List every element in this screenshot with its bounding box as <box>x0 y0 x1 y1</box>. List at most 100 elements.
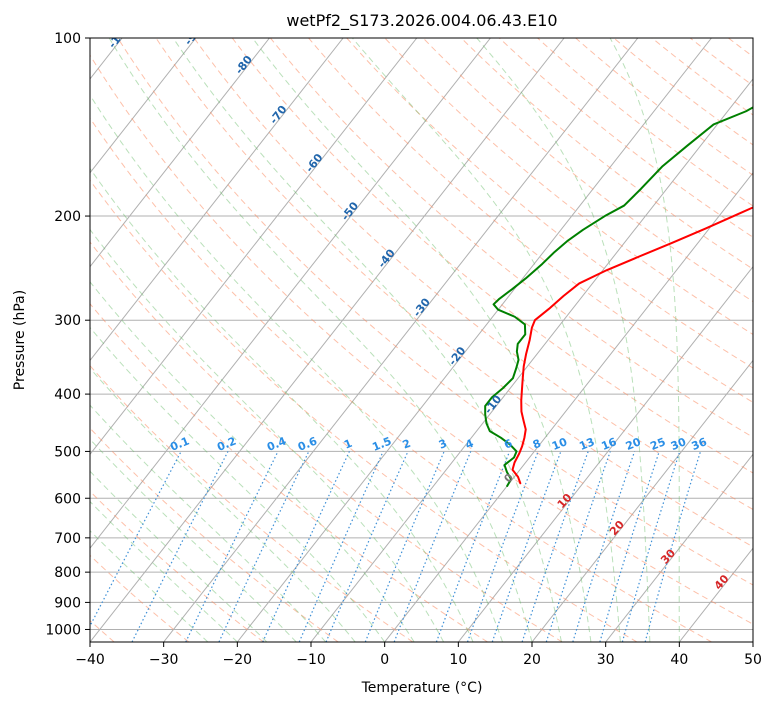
y-tick-label: 800 <box>54 565 81 581</box>
dry-adiabat-line <box>499 38 753 238</box>
moist-adiabat-line <box>90 500 238 642</box>
isotherm-line <box>90 38 197 174</box>
mixing-ratio-label: 10 <box>550 435 569 453</box>
moist-adiabat-line <box>172 38 562 642</box>
dry-adiabat-line <box>90 179 638 642</box>
isotherm-line <box>310 78 753 642</box>
mixing-ratio-line <box>466 451 539 642</box>
y-tick-label: 600 <box>54 491 81 507</box>
chart-title: wetPf2_S173.2026.004.06.43.E10 <box>286 11 557 31</box>
isotherm-label: -50 <box>339 199 362 223</box>
y-axis-title: Pressure (hPa) <box>12 290 28 390</box>
x-tick-label: −10 <box>296 652 326 668</box>
mixing-ratio-line <box>325 451 409 642</box>
x-tick-label: −30 <box>149 652 179 668</box>
isotherm-line <box>384 171 753 642</box>
dry-adiabat-line <box>90 54 753 625</box>
mixing-ratio-label: 3 <box>437 437 449 452</box>
mixing-ratio-line <box>435 451 511 642</box>
isotherm-label: -90 <box>182 24 205 48</box>
plot-area: 0.1 0.2 0.4 0.6 1 1.5 2 3 4 6 8 10 13 16 20 25 30 36-100-… <box>90 21 753 642</box>
y-tick-label: 300 <box>54 313 81 329</box>
dry-adiabat-line <box>117 38 753 586</box>
moist-adiabat-line <box>90 438 297 642</box>
moist-adiabat-line <box>609 38 680 642</box>
dry-adiabat-line <box>270 38 753 438</box>
isotherm-line <box>236 38 712 642</box>
moist-adiabat-line <box>252 38 592 642</box>
isotherm-line <box>605 453 753 642</box>
moist-adiabat-line <box>90 167 474 642</box>
isotherm-line <box>457 265 753 642</box>
x-tick-label: 40 <box>670 652 688 668</box>
pressure-gridlines <box>90 38 753 630</box>
y-tick-label: 1000 <box>45 622 81 638</box>
moist-adiabat-line <box>351 38 621 642</box>
dry-adiabat-line <box>537 38 753 207</box>
moist-adiabat-line <box>90 470 268 642</box>
mixing-ratio-line <box>644 451 702 642</box>
x-tick-label: 10 <box>449 652 467 668</box>
isotherm-label: -100 <box>106 21 133 51</box>
moist-adiabat-line <box>90 281 415 642</box>
moist-adiabat-line <box>90 326 386 642</box>
x-tick-label: 50 <box>744 652 762 668</box>
dewpoint-profile <box>484 106 753 487</box>
mixing-ratio-line <box>621 451 681 642</box>
x-axis-title: Temperature (°C) <box>361 680 483 696</box>
mixing-ratio-line <box>491 451 562 642</box>
y-tick-label: 900 <box>54 595 81 611</box>
dry-adiabat-line <box>90 241 563 642</box>
isotherm-label: -70 <box>267 103 290 127</box>
isotherm-line <box>90 38 270 268</box>
isotherm-line <box>90 38 344 362</box>
mixing-ratio-line <box>545 451 611 642</box>
dry-adiabat-line <box>422 38 753 303</box>
x-tick-label: −20 <box>223 652 253 668</box>
x-tick-label: 0 <box>380 652 389 668</box>
dry-adiabat-label: 20 <box>607 518 627 538</box>
dry-adiabat-label: 40 <box>712 572 732 592</box>
dry-adiabat-line <box>575 38 753 176</box>
x-tick-label: −40 <box>75 652 105 668</box>
mixing-ratio-label: 25 <box>648 435 667 453</box>
moist-adiabat-line <box>90 404 327 642</box>
mixing-ratio-line <box>298 451 384 642</box>
dry-adiabat-line <box>90 427 339 642</box>
mixing-ratio-label: 20 <box>624 435 643 453</box>
dry-adiabat-line <box>460 38 753 270</box>
moist-adiabat-line <box>476 38 651 642</box>
dry-adiabat-line <box>90 303 488 642</box>
mixing-ratio-line <box>364 451 445 642</box>
isotherm-line <box>531 359 753 642</box>
y-axis: 100 200 300 400 500 600 700 800 900 1000 <box>45 31 90 638</box>
dry-adiabat-line <box>689 38 753 87</box>
moist-adiabat-line <box>90 530 209 642</box>
mixing-ratio-label: 16 <box>599 435 618 453</box>
plot-frame <box>89 37 754 643</box>
mixing-ratio-line <box>90 451 182 628</box>
moist-adiabat-line <box>108 38 533 642</box>
dry-adiabats <box>90 38 753 642</box>
dry-adiabat-line <box>90 117 712 642</box>
temperature-profile <box>511 206 753 485</box>
mixing-ratio-line <box>185 451 279 642</box>
mixing-ratio-label: 4 <box>463 437 475 452</box>
dry-adiabat-line <box>231 38 753 474</box>
moist-adiabats <box>90 38 680 642</box>
isotherm-line <box>90 38 565 642</box>
mixing-ratio-label: 2 <box>401 437 413 452</box>
isotherm-line <box>90 38 491 549</box>
mixing-ratio-label: 30 <box>669 435 688 453</box>
mixing-ratio-label: 6 <box>502 437 514 452</box>
y-tick-label: 400 <box>54 387 81 403</box>
sounding-profiles <box>484 106 753 487</box>
dry-adiabat-line <box>155 38 753 548</box>
x-tick-label: 20 <box>523 652 541 668</box>
moist-adiabat-line <box>90 367 356 642</box>
mixing-ratio-line <box>262 451 350 642</box>
y-tick-label: 200 <box>54 209 81 225</box>
moist-adiabat-line <box>90 94 504 642</box>
y-tick-label: 500 <box>54 444 81 460</box>
